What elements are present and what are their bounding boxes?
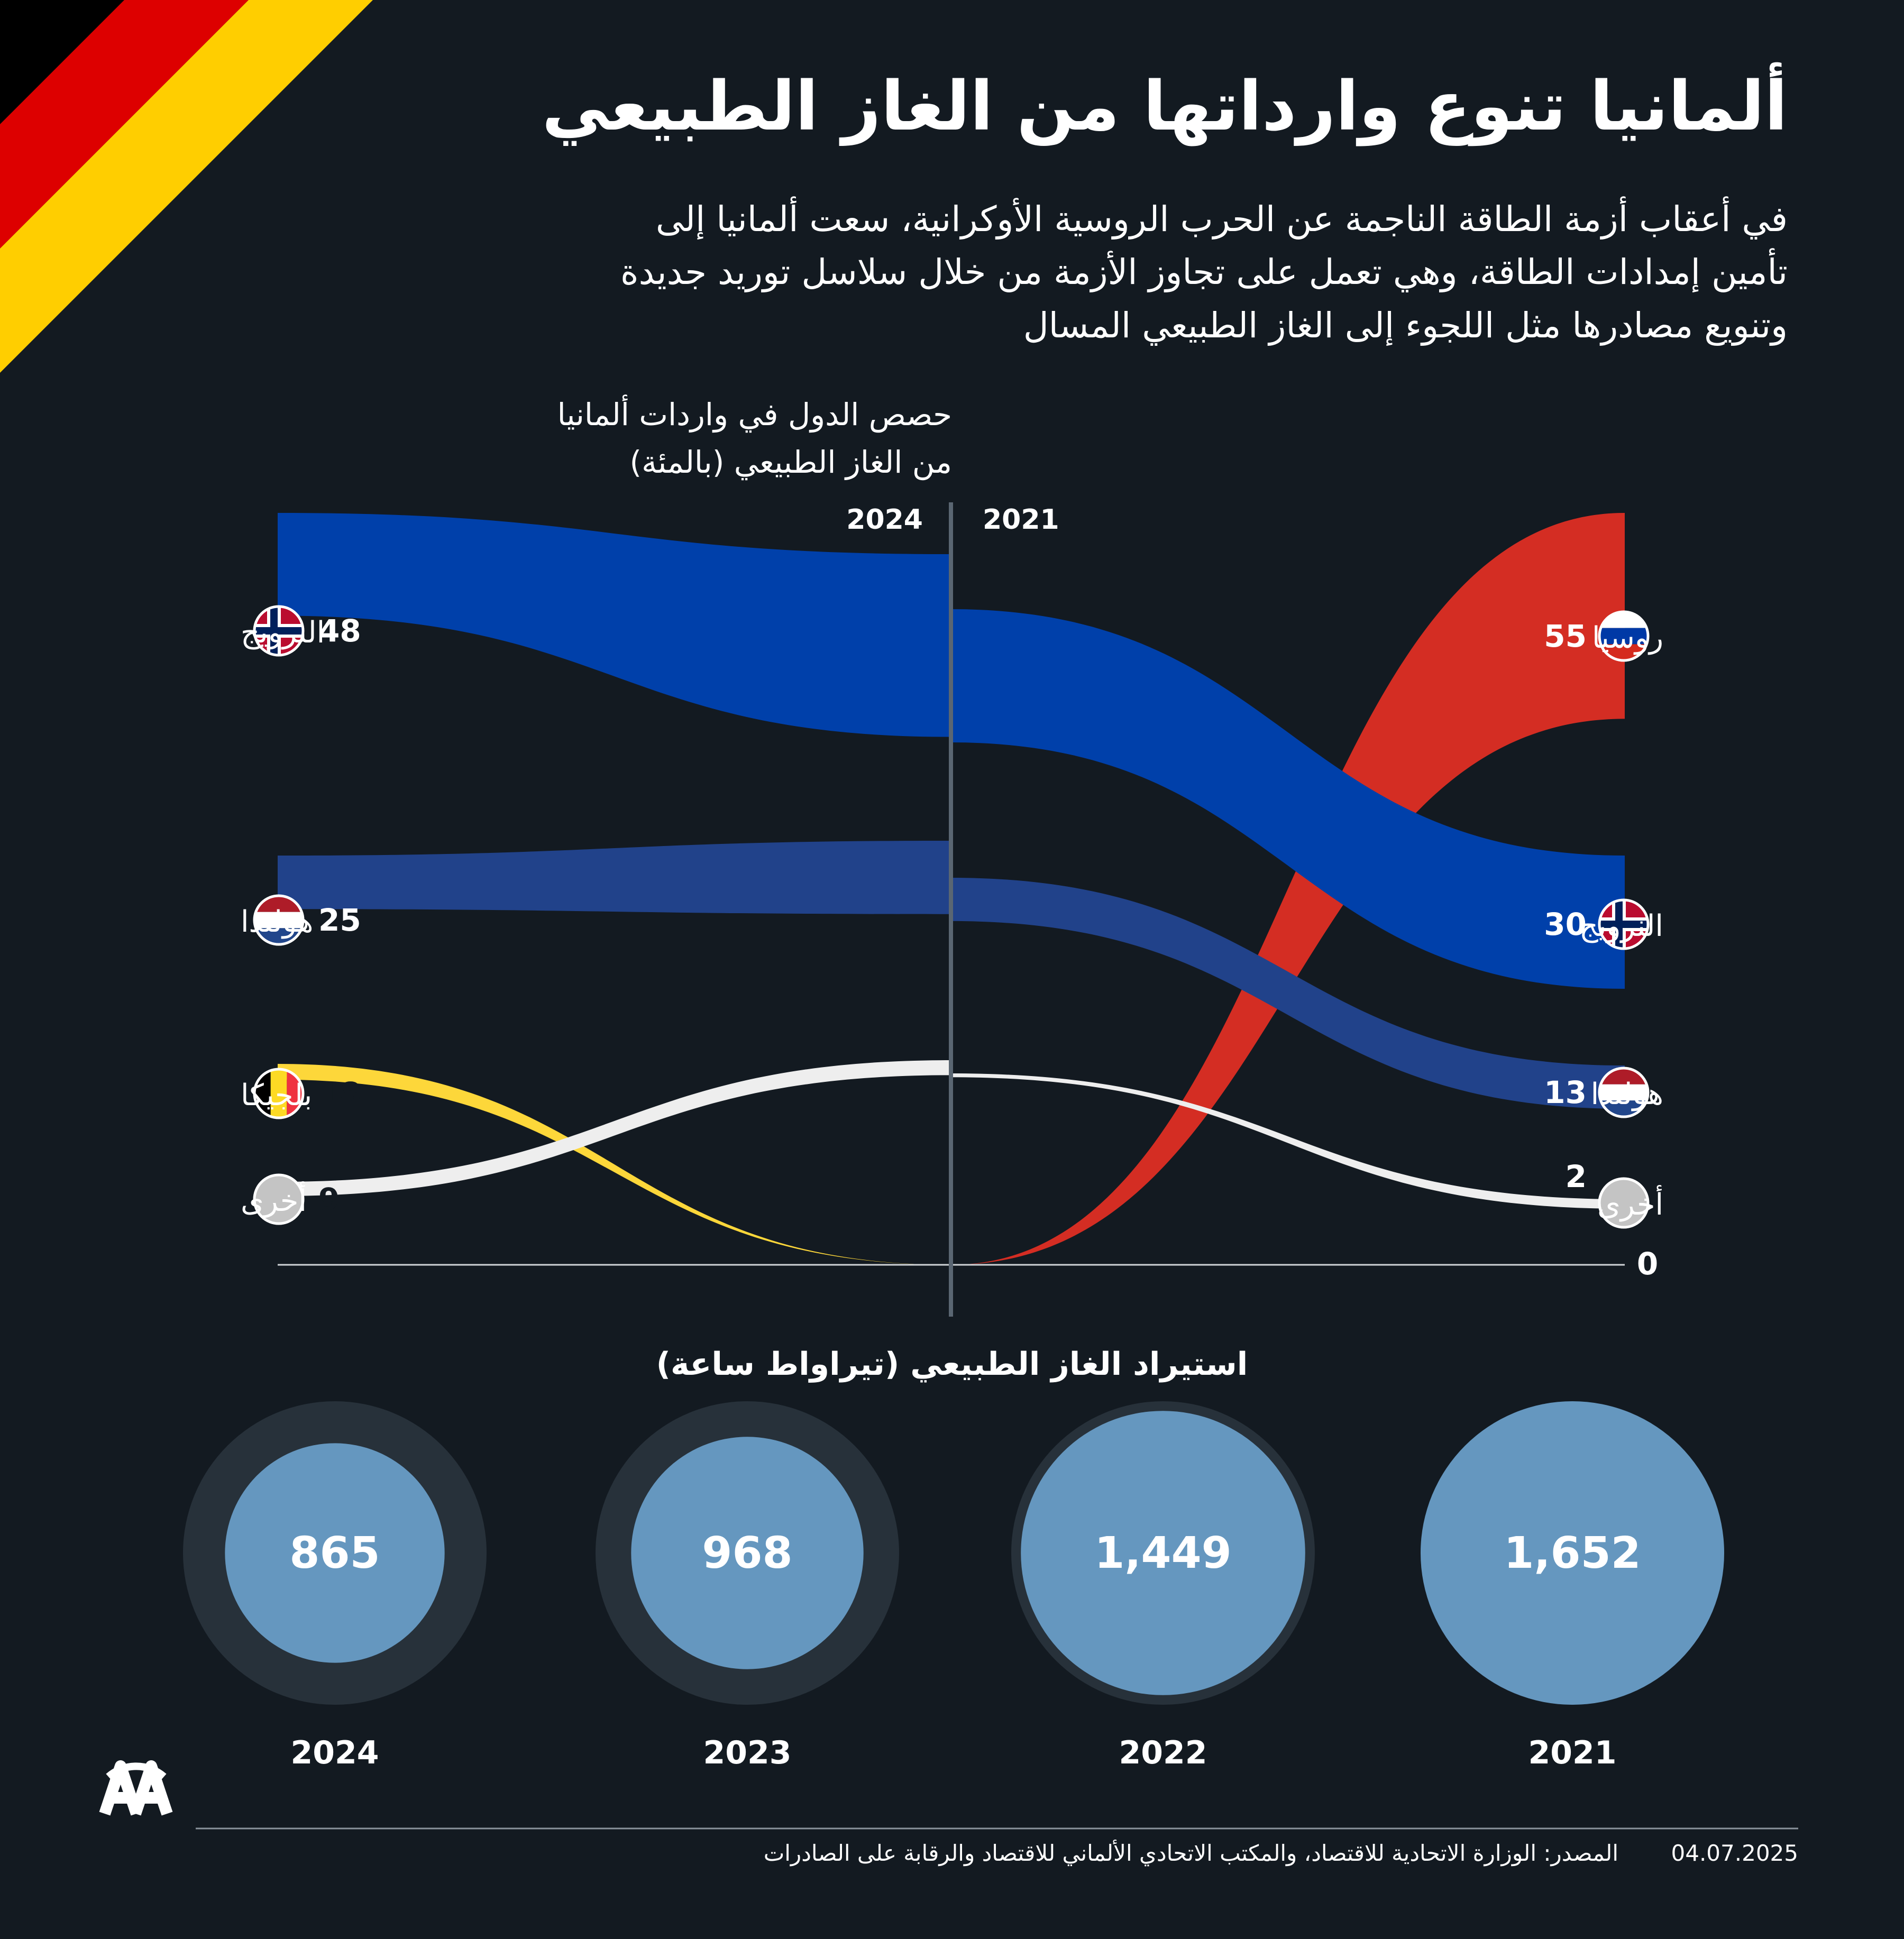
- right-netherlands-flag-ring: [1598, 1067, 1650, 1118]
- value-label-2024: 9: [318, 1181, 340, 1217]
- country-label-2021: هولندا: [1591, 1077, 1663, 1111]
- left-grey-dot-ring: [253, 1173, 305, 1225]
- norway-flow-2024: [278, 513, 951, 737]
- value-label-2021: 13: [1544, 1074, 1587, 1110]
- flag-stripe: [254, 912, 303, 929]
- period-label-2024: 2024: [846, 504, 923, 536]
- netherlands-flow-2021: [951, 878, 1625, 1109]
- subtitle-line: في أعقاب أزمة الطاقة الناجمة عن الحرب ال…: [655, 199, 1788, 240]
- page-title: ألمانيا تنوع وارداتها من الغاز الطبيعي: [542, 67, 1788, 146]
- footer: [99, 1760, 1798, 1830]
- flag-stripe: [270, 1069, 287, 1118]
- zero-tick-label: 0: [1637, 1246, 1658, 1282]
- right-grey-dot: [1598, 1177, 1650, 1229]
- country-label-2021: النرويج: [1579, 909, 1663, 943]
- left-netherlands-flag-ring: [253, 894, 305, 946]
- value-label-2021: 30: [1544, 906, 1587, 942]
- right-norway-flag-fill: [1599, 900, 1648, 949]
- publish-date: 04.07.2025: [1671, 1840, 1798, 1866]
- import-volume-bubbles: 865 2024 968 2023 1,449 2022 1,652 2021: [183, 1401, 1724, 1771]
- german-flag-stripes: [0, 0, 373, 373]
- chart-title-line: من الغاز الطبيعي (بالمئة): [629, 444, 952, 480]
- value-label-2021: 55: [1544, 618, 1587, 654]
- belgium-flow: [278, 1064, 951, 1265]
- netherlands-flow-2024: [278, 841, 951, 914]
- source-note: المصدر: الوزارة الاتحادية للاقتصاد، والم…: [763, 1840, 1618, 1866]
- right-norway-flag: [1598, 898, 1650, 950]
- others-flow-2021: [951, 1073, 1625, 1209]
- bubble-value-label: 865: [289, 1528, 380, 1578]
- bubble-2021: [1421, 1401, 1724, 1705]
- left-belgium-flag-ring: [253, 1068, 305, 1119]
- country-label-2024: بلجيكا: [241, 1078, 312, 1113]
- left-norway-flag: [253, 605, 305, 657]
- period-label-2021: 2021: [983, 504, 1059, 536]
- country-label-2024: أخرى: [241, 1181, 307, 1218]
- norway-flow-2021: [951, 609, 1625, 989]
- left-norway-flag-ring: [253, 605, 305, 657]
- others-flow-2024: [278, 1060, 951, 1196]
- country-label-2024: هولندا: [241, 905, 313, 939]
- subtitle: في أعقاب أزمة الطاقة الناجمة عن الحرب ال…: [413, 193, 1788, 352]
- value-label-2024: 48: [318, 613, 361, 649]
- flag-cross-blue: [1599, 921, 1648, 928]
- flag-field: [1599, 1179, 1648, 1227]
- bubble-value-label: 968: [702, 1528, 792, 1578]
- left-grey-dot: [253, 1173, 305, 1225]
- bubble-value-label: 1,652: [1504, 1528, 1641, 1578]
- flag-stripe: [1599, 628, 1648, 645]
- bubble-value-label: 1,449: [1094, 1528, 1231, 1578]
- flag-field: [254, 1175, 303, 1224]
- bubble-year-label: 2023: [703, 1734, 792, 1771]
- subtitle-line: وتنويع مصادرها مثل اللجوء إلى الغاز الطب…: [1023, 305, 1788, 346]
- value-label-2021: 2: [1566, 1159, 1587, 1194]
- right-grey-dot-ring: [1598, 1177, 1650, 1229]
- chart-title: حصص الدول في واردات ألمانيا من الغاز الط…: [557, 391, 952, 486]
- bubble-year-label: 2021: [1528, 1734, 1617, 1771]
- aa-logo: [99, 1760, 173, 1816]
- bubble-2022: [1021, 1411, 1305, 1695]
- country-label-2024: النرويج: [241, 615, 325, 650]
- flag-stripe: [1599, 1084, 1648, 1101]
- country-label-2021: أخرى: [1597, 1185, 1663, 1222]
- right-norway-flag-ring: [1598, 898, 1650, 950]
- value-label-2024: 18: [318, 1076, 361, 1111]
- bubble-year-label: 2022: [1119, 1734, 1207, 1771]
- left-grey-dot-fill: [254, 1175, 303, 1224]
- bubble-year-label: 2024: [291, 1734, 379, 1771]
- bubble-2024: [225, 1443, 445, 1663]
- value-label-2024: 25: [318, 902, 361, 938]
- bubble-chart-title: استيراد الغاز الطبيعي (تيراواط ساعة): [656, 1346, 1248, 1383]
- country-label-2021: روسيا: [1592, 621, 1663, 655]
- right-grey-dot-fill: [1599, 1179, 1648, 1227]
- russia-flow: [951, 513, 1625, 1265]
- subtitle-line: تأمين إمدادات الطاقة، وهي تعمل على تجاوز…: [620, 252, 1788, 293]
- chart-title-line: حصص الدول في واردات ألمانيا: [557, 397, 952, 433]
- left-norway-flag-fill: [254, 606, 303, 655]
- right-russia-flag-ring: [1598, 610, 1650, 662]
- flag-cross-blue: [254, 627, 303, 635]
- bubble-2023: [631, 1437, 864, 1669]
